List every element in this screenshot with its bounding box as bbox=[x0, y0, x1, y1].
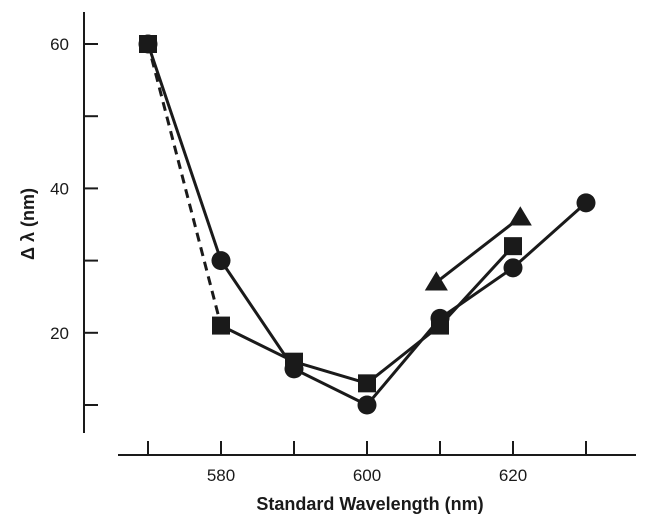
x-tick-label-600: 600 bbox=[353, 466, 381, 485]
x-axis-title: Standard Wavelength (nm) bbox=[256, 494, 483, 514]
data-series bbox=[138, 34, 596, 415]
y-axis-ticks: 20 40 60 bbox=[50, 35, 98, 406]
series-5-triangle-point-2 bbox=[508, 206, 532, 226]
x-axis-ticks: 580 600 620 bbox=[147, 441, 587, 485]
series-2-square-point-3 bbox=[358, 374, 376, 393]
series-2-square-point-1 bbox=[212, 316, 230, 335]
x-tick-label-620: 620 bbox=[499, 466, 527, 485]
series-1-circle-point-7 bbox=[576, 193, 596, 213]
series-1-circle-point-2 bbox=[211, 251, 231, 271]
axes bbox=[83, 12, 636, 456]
y-tick-label-60: 60 bbox=[50, 35, 69, 54]
y-tick-label-40: 40 bbox=[50, 179, 69, 198]
x-tick-label-580: 580 bbox=[207, 466, 235, 485]
series-2-square-point-5 bbox=[504, 237, 522, 256]
series-5-solid-line bbox=[435, 216, 522, 284]
y-axis-title: Δ λ (nm) bbox=[18, 188, 38, 260]
y-tick-label-20: 20 bbox=[50, 324, 69, 343]
series-1-circle-point-4 bbox=[357, 395, 377, 415]
series-markers bbox=[138, 34, 596, 415]
series-2-square-point-2 bbox=[285, 352, 303, 371]
series-1-circle-point-6 bbox=[503, 258, 523, 278]
series-5-triangle-point-1 bbox=[424, 271, 448, 291]
series-4-square-point-1 bbox=[139, 35, 157, 53]
series-3-dashed-line bbox=[146, 43, 223, 326]
series-2-square-point-4 bbox=[431, 316, 449, 335]
series-2-solid-line bbox=[220, 245, 515, 385]
